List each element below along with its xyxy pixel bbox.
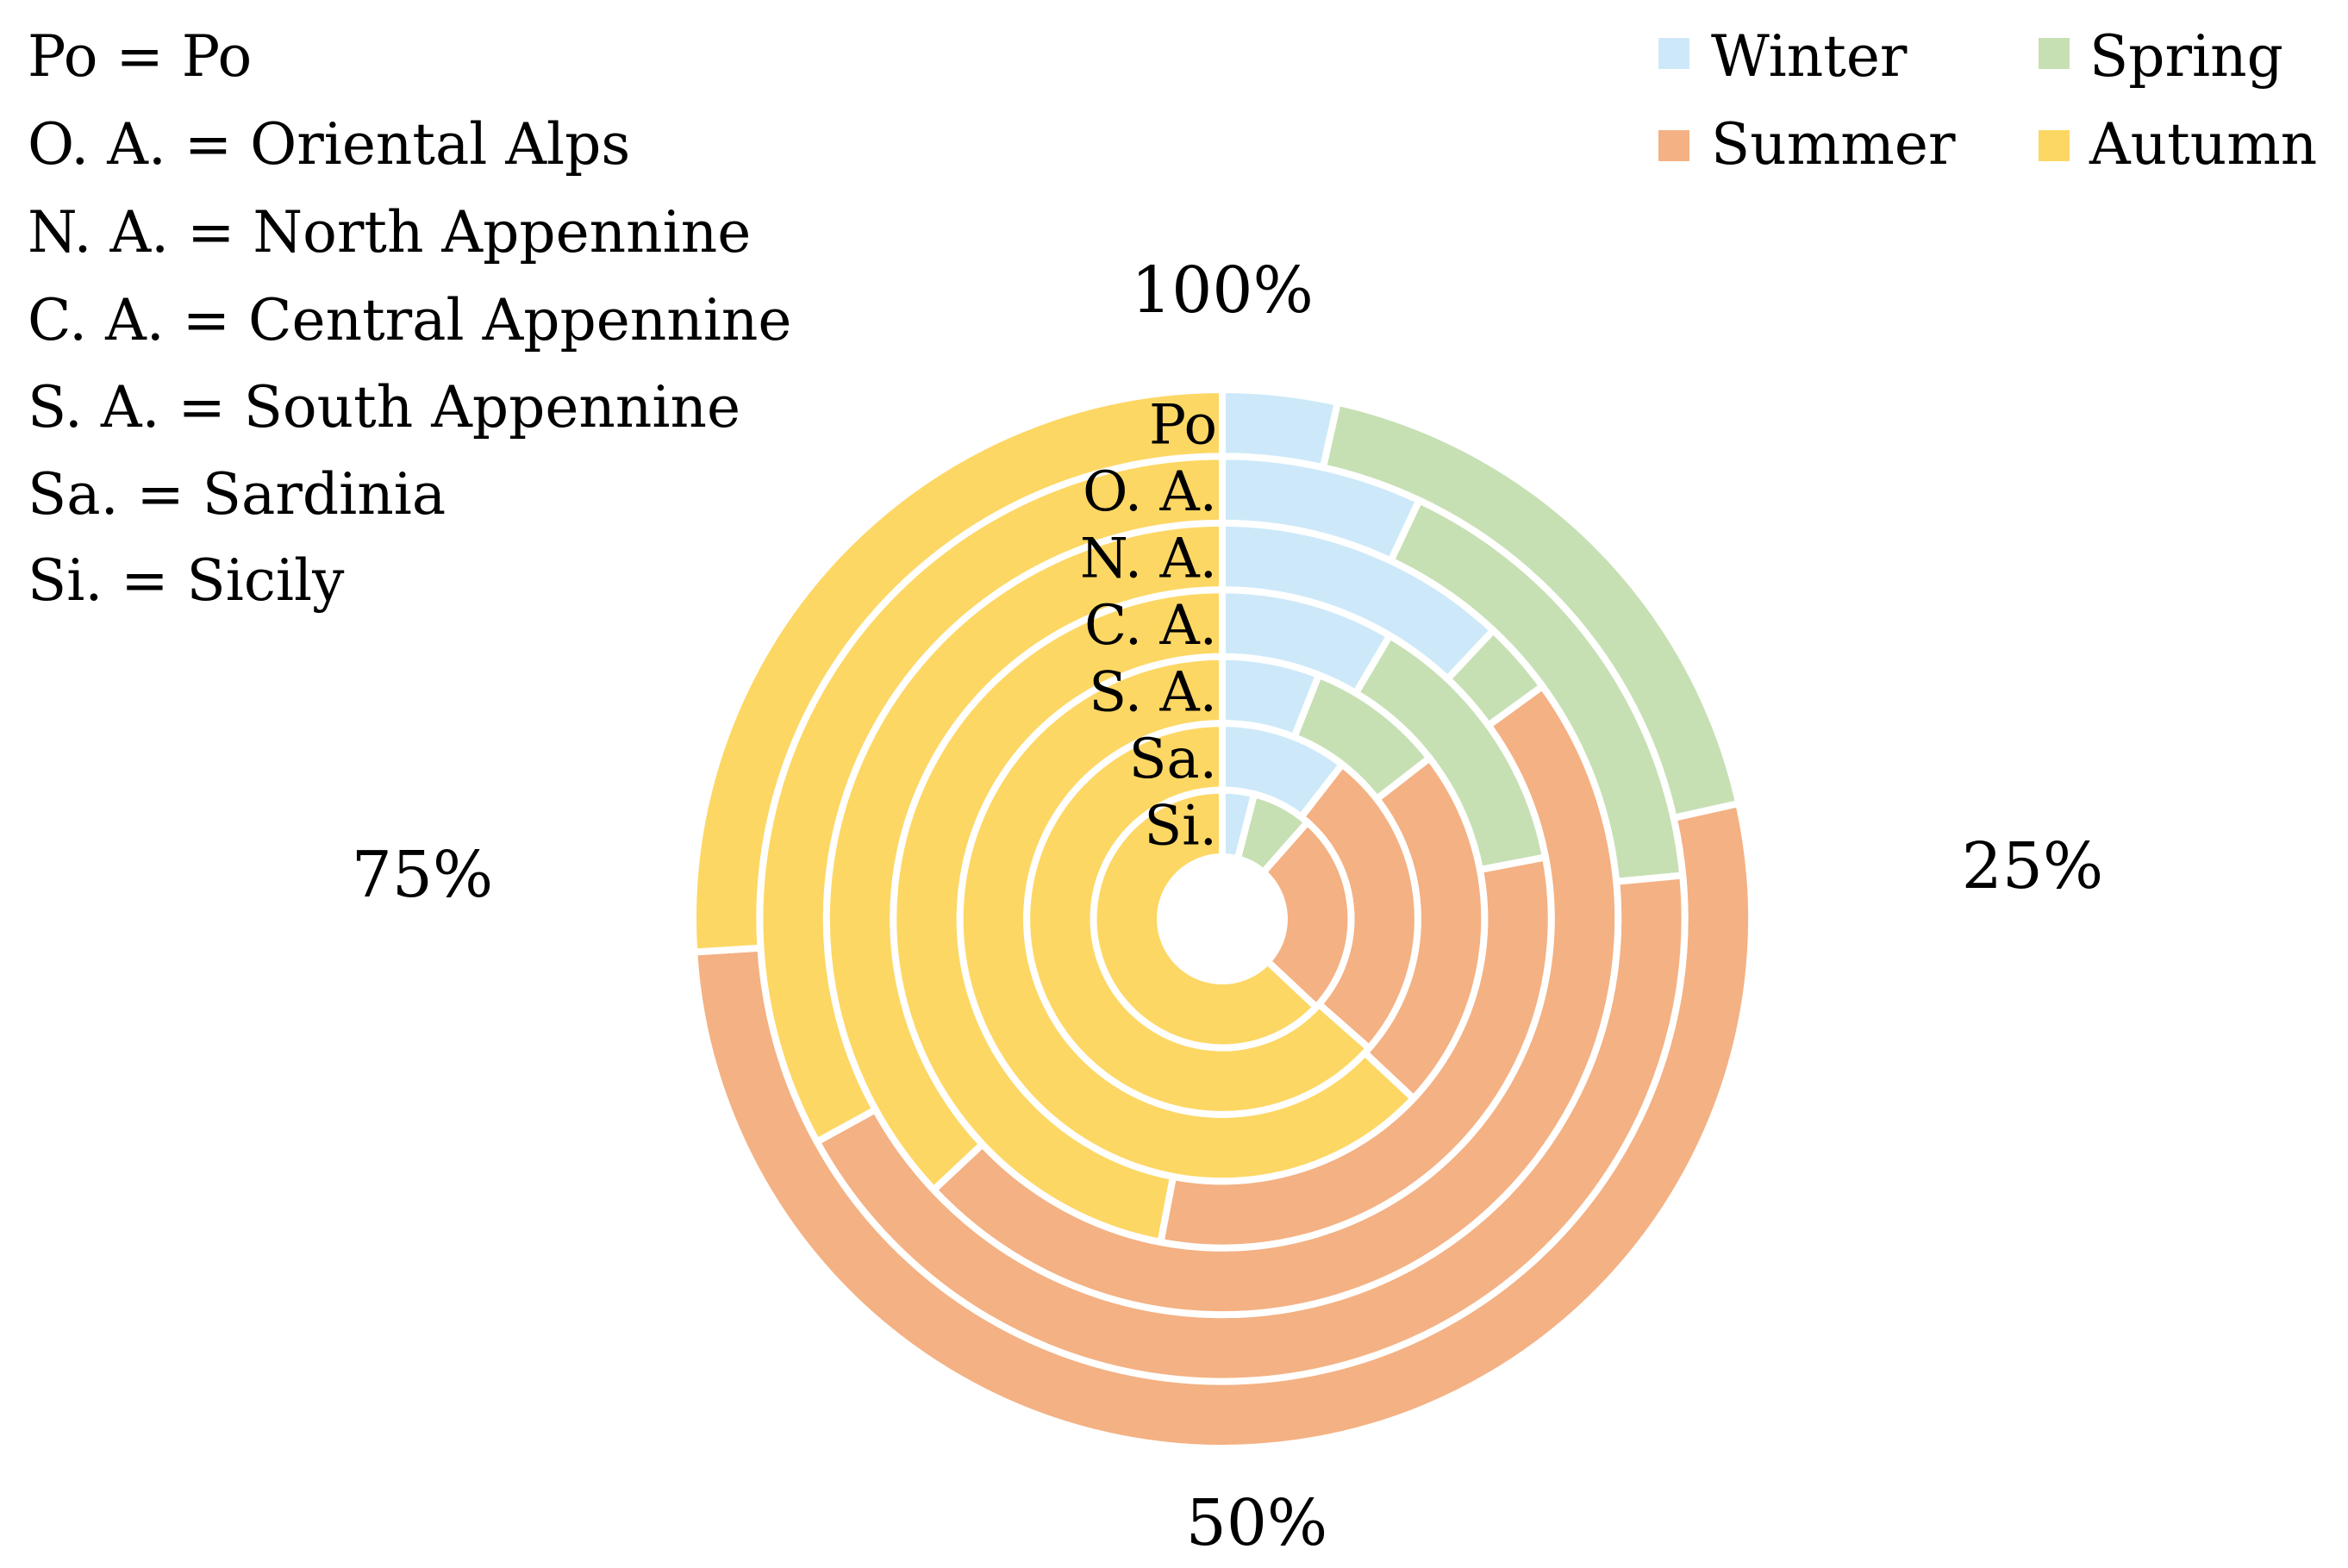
abbreviation-north-appennine: N. A. = North Appennine: [28, 199, 751, 265]
legend-swatch-spring: [2039, 38, 2070, 69]
legend-label-summer: Summer: [1711, 111, 1956, 178]
ring-labels: PoO. A.N. A.C. A.S. A.Sa.Si.: [1080, 394, 1217, 859]
abbreviation-sardinia: Sa. = Sardinia: [28, 461, 446, 528]
doughnut-rings: [690, 385, 1755, 1452]
angle-labels: 100% 25% 50% 75%: [352, 253, 2103, 1560]
ring-label-n-a: N. A.: [1080, 528, 1217, 591]
abbreviation-oriental-alps: O. A. = Oriental Alps: [28, 111, 630, 178]
legend-label-autumn: Autumn: [2089, 111, 2317, 178]
abbreviation-sicily: Si. = Sicily: [28, 547, 345, 614]
ring-label-c-a: C. A.: [1084, 594, 1217, 658]
abbreviation-south-appennine: S. A. = South Appennine: [28, 374, 740, 440]
abbreviation-po: Po = Po: [28, 23, 252, 90]
ring-label-s-a: S. A.: [1089, 660, 1217, 724]
legend-swatch-autumn: [2039, 130, 2070, 161]
angle-label-25: 25%: [1962, 829, 2103, 903]
angle-label-50: 50%: [1186, 1486, 1327, 1560]
legend-swatch-winter: [1658, 38, 1689, 69]
ring-label-si: Si.: [1144, 794, 1217, 858]
angle-label-100: 100%: [1131, 253, 1314, 328]
ring-label-po: Po: [1149, 394, 1217, 458]
legend-label-winter: Winter: [1711, 23, 1908, 90]
abbreviation-list: Po = Po O. A. = Oriental Alps N. A. = No…: [28, 23, 792, 614]
abbreviation-central-appennine: C. A. = Central Appennine: [28, 287, 792, 353]
angle-label-75: 75%: [352, 838, 493, 912]
ring-segment-si-autumn: [1090, 786, 1321, 1052]
ring-segment-si-summer: [1258, 817, 1355, 1012]
legend-label-spring: Spring: [2089, 23, 2283, 90]
ring-label-sa: Sa.: [1129, 728, 1217, 791]
legend: Winter Spring Summer Autumn: [1658, 23, 2317, 178]
legend-swatch-summer: [1658, 130, 1689, 161]
ring-label-o-a: O. A.: [1083, 460, 1217, 524]
